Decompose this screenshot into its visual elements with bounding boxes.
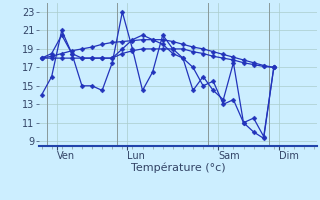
X-axis label: Température (°c): Température (°c) xyxy=(131,163,225,173)
